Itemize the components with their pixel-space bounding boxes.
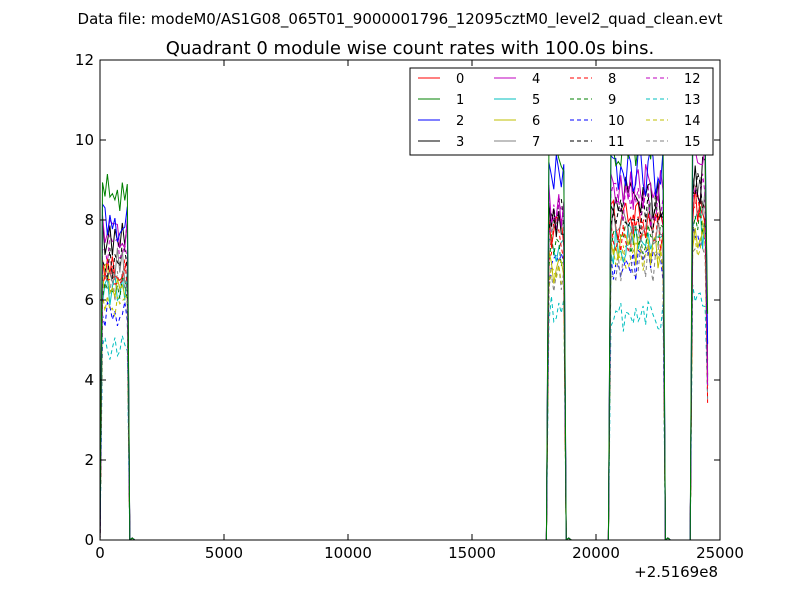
legend-label-8: 8 (608, 72, 616, 87)
legend-label-9: 9 (608, 93, 616, 108)
legend-label-2: 2 (456, 114, 464, 129)
legend-label-3: 3 (456, 135, 464, 150)
legend-label-11: 11 (608, 135, 625, 150)
legend-label-4: 4 (532, 72, 540, 87)
legend-label-7: 7 (532, 135, 540, 150)
legend-label-15: 15 (684, 135, 701, 150)
x-tick-label: 15000 (448, 544, 496, 562)
x-tick-label: 0 (95, 544, 105, 562)
legend-label-0: 0 (456, 72, 464, 87)
legend-label-14: 14 (684, 114, 701, 129)
x-offset-label: +2.5169e8 (634, 563, 718, 581)
legend-label-5: 5 (532, 93, 540, 108)
y-tick-label: 10 (75, 131, 94, 149)
legend-label-12: 12 (684, 72, 701, 87)
x-tick-label: 25000 (696, 544, 744, 562)
y-tick-label: 0 (84, 531, 94, 549)
legend-label-10: 10 (608, 114, 625, 129)
legend-label-13: 13 (684, 93, 701, 108)
x-tick-label: 20000 (572, 544, 620, 562)
chart-suptitle: Data file: modeM0/AS1G08_065T01_90000017… (78, 10, 723, 29)
legend-label-1: 1 (456, 93, 464, 108)
x-tick-label: 10000 (324, 544, 372, 562)
chart-title: Quadrant 0 module wise count rates with … (166, 38, 655, 59)
x-tick-label: 5000 (205, 544, 243, 562)
y-tick-label: 6 (84, 291, 94, 309)
y-tick-label: 12 (75, 51, 94, 69)
legend-label-6: 6 (532, 114, 540, 129)
y-tick-label: 2 (84, 451, 94, 469)
y-tick-label: 8 (84, 211, 94, 229)
y-tick-label: 4 (84, 371, 94, 389)
